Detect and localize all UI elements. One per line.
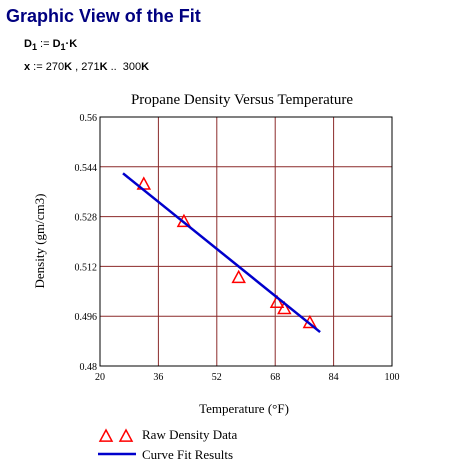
data-point-raw-density xyxy=(231,269,246,284)
x-tick-label: 36 xyxy=(153,372,163,383)
x-tick-label: 84 xyxy=(329,372,339,383)
chart-series xyxy=(122,172,321,334)
d1-assign: := xyxy=(36,38,53,50)
x-end-num: 300 xyxy=(122,61,142,73)
y-tick-label: 0.528 xyxy=(75,213,98,224)
y-tick-label: 0.48 xyxy=(80,362,98,373)
legend-triangle xyxy=(118,428,134,442)
chart-title: Propane Density Versus Temperature xyxy=(131,92,353,108)
x-start-num: 270 xyxy=(45,61,65,73)
d1-rhs-sub: 1 xyxy=(60,42,66,52)
definition-d1[interactable]: D1 := D1·K xyxy=(24,38,77,52)
chart-grid xyxy=(100,117,392,366)
d1-rhs-tail: ·K xyxy=(65,38,78,50)
y-tick-label: 0.56 xyxy=(80,113,98,124)
x-step-num: 271 xyxy=(81,61,100,73)
x-axis-label: Temperature (°F) xyxy=(199,401,289,416)
page-heading: Graphic View of the Fit xyxy=(6,6,201,26)
chart-legend: Raw Density Data Curve Fit Results xyxy=(98,427,238,462)
x-step-unit: K xyxy=(99,61,108,73)
y-tick-labels: 0.48 0.496 0.512 0.528 0.544 0.56 xyxy=(75,113,98,373)
legend-marker-raw-density xyxy=(98,428,134,442)
x-tick-label: 52 xyxy=(212,372,222,383)
d1-rhs-var: D xyxy=(52,38,61,50)
data-point-raw-density xyxy=(269,294,285,309)
d1-lhs-var: D xyxy=(24,38,32,50)
plot-frame xyxy=(99,116,393,367)
legend-label-curve-fit: Curve Fit Results xyxy=(142,447,233,462)
x-tick-label: 100 xyxy=(385,372,400,383)
x-start-unit: K xyxy=(64,61,73,73)
y-tick-label: 0.544 xyxy=(75,163,98,174)
x-sep: , xyxy=(72,61,82,73)
series-line-curve-fit xyxy=(122,172,321,334)
d1-lhs-sub: 1 xyxy=(31,42,37,52)
y-tick-label: 0.512 xyxy=(75,262,98,273)
legend-triangle xyxy=(98,428,114,442)
x-tick-label: 20 xyxy=(95,372,105,383)
x-end-unit: K xyxy=(141,61,150,73)
x-assign: := xyxy=(30,61,46,73)
x-tick-labels: 20 36 52 68 84 100 xyxy=(95,372,400,383)
y-tick-label: 0.496 xyxy=(75,312,98,323)
definition-x-range[interactable]: x := 270K , 271K .. 300K xyxy=(24,61,149,73)
data-point-raw-density xyxy=(277,300,292,315)
x-tick-label: 68 xyxy=(270,372,280,383)
y-axis-label: Density (gm/cm3) xyxy=(32,194,47,289)
x-var: x xyxy=(24,61,31,73)
x-range-op: .. xyxy=(107,61,123,73)
legend-label-raw-density: Raw Density Data xyxy=(142,427,238,442)
